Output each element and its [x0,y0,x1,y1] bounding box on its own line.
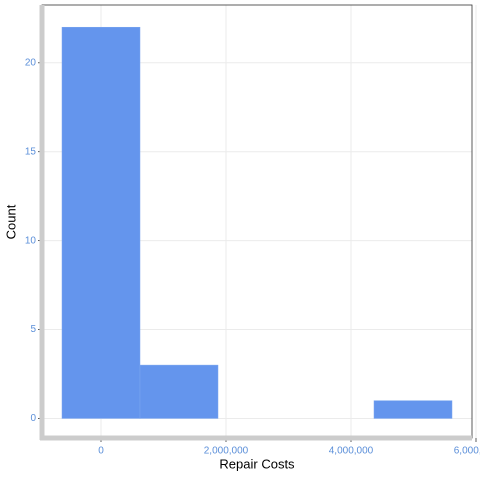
y-tick-label: 15 [25,146,37,157]
y-tick-label: 5 [30,324,36,335]
x-tick-label: 2,000,000 [204,446,249,457]
bar [139,364,219,419]
y-tick-label: 10 [25,235,37,246]
y-axis-title: Count [3,204,18,239]
x-tick-label: 6,000,000 [454,446,480,457]
x-tick-label: 0 [98,446,104,457]
bar [61,26,141,419]
x-tick-label: 4,000,000 [329,446,374,457]
bar [373,400,453,419]
y-tick-label: 20 [25,57,37,68]
x-axis-title: Repair Costs [219,456,295,471]
y-tick-label: 0 [30,413,36,424]
